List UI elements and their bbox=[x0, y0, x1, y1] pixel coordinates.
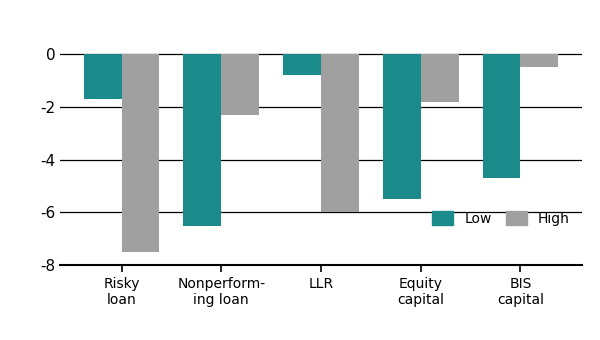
Bar bbox=[122, 54, 160, 252]
Bar bbox=[421, 54, 458, 102]
Bar bbox=[184, 54, 221, 226]
Bar bbox=[520, 54, 558, 67]
Bar bbox=[383, 54, 421, 199]
Bar bbox=[321, 54, 359, 212]
Bar bbox=[221, 54, 259, 115]
Bar bbox=[482, 54, 520, 178]
Legend: Low, High: Low, High bbox=[427, 205, 575, 231]
Bar bbox=[283, 54, 321, 75]
Bar bbox=[84, 54, 122, 99]
